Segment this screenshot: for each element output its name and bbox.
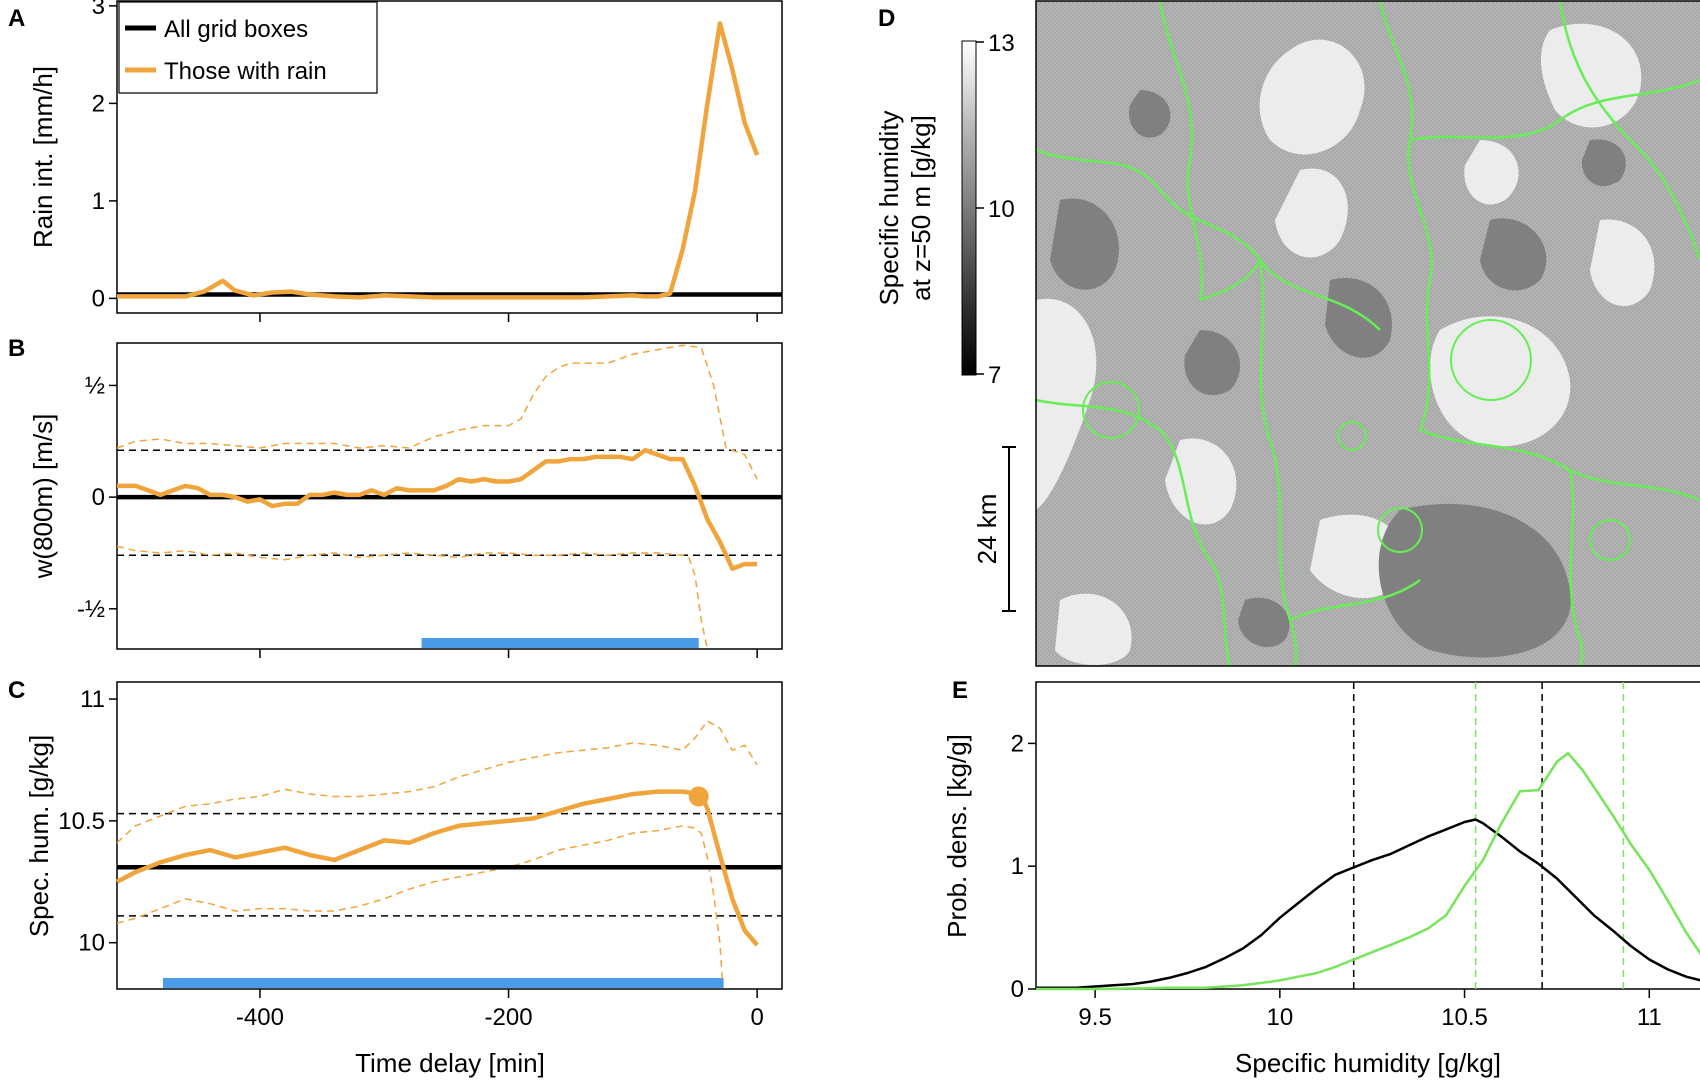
series-all-grid-boxes — [1036, 818, 1700, 990]
panel-c-y-axis: 10 10.5 11 — [58, 686, 117, 957]
dry-regions — [1050, 90, 1626, 658]
y-tick-label: 2 — [92, 90, 105, 117]
series-lower-bound — [116, 545, 709, 650]
cold-pool-rings — [1082, 319, 1631, 561]
legend-box — [118, 1, 378, 94]
y-tick-label: 10 — [78, 930, 105, 957]
y-tick-label: 1 — [1011, 853, 1024, 880]
panel-b-series — [116, 344, 782, 650]
panel-e-y-axis: 0 1 2 — [1011, 730, 1036, 1003]
colorbar-label-7: 7 — [988, 362, 1001, 389]
series-those-with-rain — [1036, 751, 1700, 991]
data-point-marker — [688, 786, 709, 807]
colorbar-title-line-2: at z=50 m [g/kg] — [906, 115, 936, 301]
x-tick-label: 9.5 — [1078, 1004, 1111, 1031]
x-tick-label: 10.5 — [1441, 1004, 1488, 1031]
y-tick-label: 3 — [92, 0, 105, 20]
panel-b-y-axis-label: w(800m) [m/s] — [28, 414, 58, 580]
panel-b: B -½ 0 ½ w(800m) [m/s] — [8, 335, 783, 658]
y-tick-label: 0 — [1011, 976, 1024, 1003]
series-lower-bound — [116, 825, 724, 980]
panel-c-series — [115, 720, 782, 988]
panel-b-label: B — [8, 335, 25, 362]
panel-a-y-axis: 0 1 2 3 — [92, 0, 117, 312]
panel-e-series — [1036, 682, 1700, 991]
series-those-with-rain — [117, 21, 760, 300]
colorbar — [961, 40, 977, 376]
legend-label-those-with-rain: Those with rain — [164, 58, 327, 85]
ring-4 — [1377, 507, 1423, 553]
cold-pool-boundaries — [1036, 1, 1700, 666]
panel-e-plot-area — [1035, 681, 1700, 990]
ring-3 — [1589, 519, 1631, 561]
colorbar-ticks: 13 10 7 — [976, 30, 1015, 389]
panel-a-label: A — [8, 5, 25, 32]
y-tick-label: 0 — [92, 484, 105, 511]
ring-2 — [1450, 319, 1532, 401]
y-tick-label: -½ — [77, 596, 105, 623]
highlight-bar — [421, 638, 699, 648]
panel-d: D 13 10 7 Specific humidity at z=50 m [g… — [874, 0, 1700, 667]
panel-c-x-axis: -400 -200 0 — [236, 989, 764, 1031]
panel-e-y-axis-label: Prob. dens. [kg/g] — [942, 734, 972, 938]
colorbar-label-10: 10 — [988, 196, 1015, 223]
x-tick-label: 0 — [750, 1004, 763, 1031]
series-upper-bound — [116, 344, 758, 480]
humidity-map — [1036, 1, 1700, 666]
panel-a-y-axis-label: Rain int. [mm/h] — [28, 66, 58, 248]
y-tick-label: ½ — [85, 372, 105, 399]
panel-b-x-axis — [259, 649, 758, 658]
panel-c-y-axis-label: Spec. hum. [g/kg] — [24, 735, 54, 937]
x-tick-label: -200 — [485, 1004, 533, 1031]
moist-regions — [1036, 23, 1655, 665]
y-tick-label: 10.5 — [58, 808, 105, 835]
y-tick-label: 2 — [1011, 730, 1024, 757]
panel-c-x-axis-label: Time delay [min] — [355, 1048, 545, 1078]
panel-c-plot-area — [116, 681, 783, 990]
panel-e-x-axis-label: Specific humidity [g/kg] — [1235, 1048, 1501, 1078]
panel-c: C 10 10.5 11 -400 -200 0 Spec. hum. [g/kg] T… — [8, 677, 783, 1078]
x-tick-label: -400 — [236, 1004, 284, 1031]
panel-e-label: E — [952, 677, 968, 704]
colorbar-label-13: 13 — [988, 30, 1015, 57]
y-tick-label: 0 — [92, 285, 105, 312]
series-upper-bound — [116, 720, 758, 844]
panel-a-plot-area — [116, 0, 783, 314]
series-those-with-rain — [117, 447, 758, 571]
panel-a-x-axis — [259, 313, 758, 322]
panel-e-x-axis: 9.5 10 10.5 11 — [1078, 989, 1662, 1031]
panel-c-label: C — [8, 677, 25, 704]
y-tick-label: 11 — [80, 686, 105, 713]
y-tick-label: 1 — [92, 188, 105, 215]
x-tick-label: 11 — [1637, 1004, 1662, 1031]
ring-1 — [1082, 381, 1140, 439]
ring-5 — [1337, 421, 1367, 451]
panel-a: A 0 1 2 3 Rain int. [mm/h] All grid boxes T… — [8, 0, 783, 322]
colorbar-title-line-1: Specific humidity — [874, 110, 904, 305]
panel-b-y-axis: -½ 0 ½ — [77, 372, 117, 623]
legend-label-all-grid-boxes: All grid boxes — [164, 16, 308, 43]
panel-a-series — [117, 21, 782, 300]
panel-e: E 0 1 2 9.5 10 10.5 11 Prob. dens. [kg/g] Spe… — [942, 677, 1700, 1078]
legend: All grid boxes Those with rain — [118, 1, 378, 94]
highlight-bar — [162, 978, 724, 988]
scale-bar-label: 24 km — [972, 494, 1002, 565]
panel-d-label: D — [878, 5, 895, 32]
map-frame — [1035, 0, 1700, 667]
x-tick-label: 10 — [1266, 1004, 1293, 1031]
scale-bar: 24 km — [972, 446, 1016, 612]
